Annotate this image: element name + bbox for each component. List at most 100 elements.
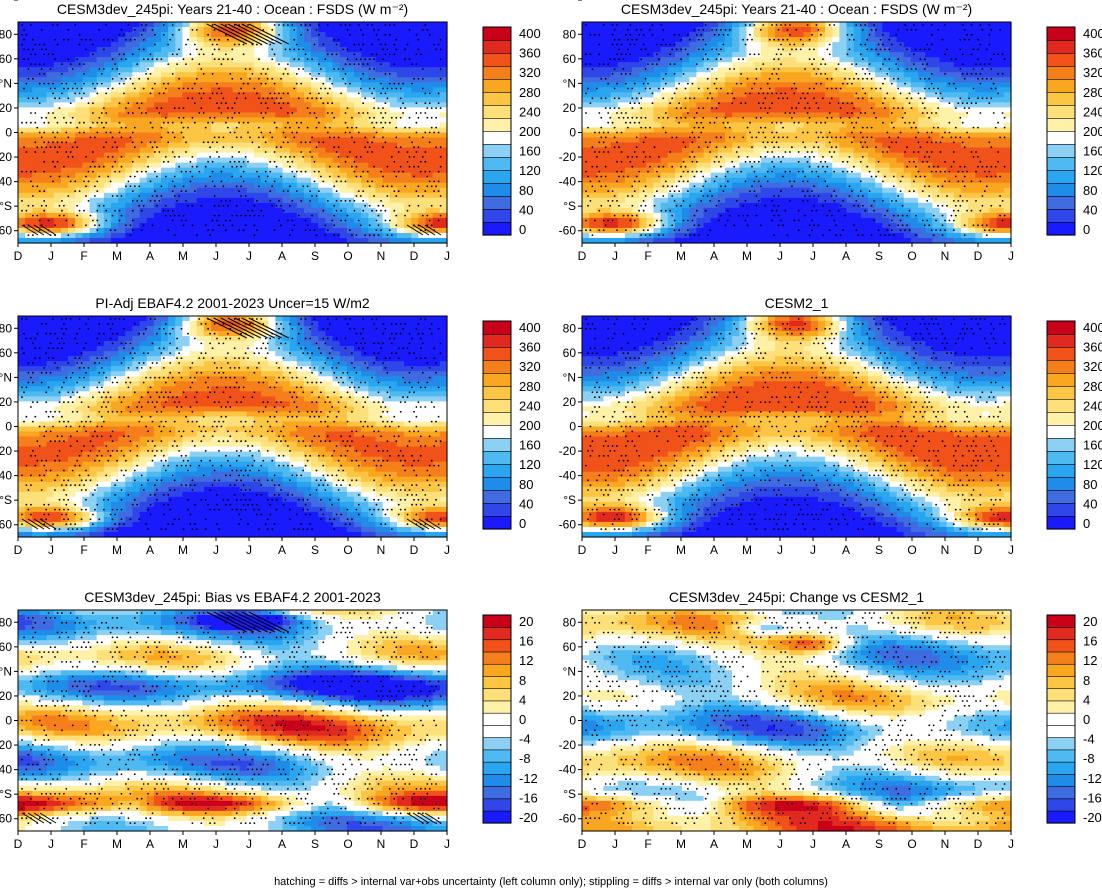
stipple-dot — [373, 136, 375, 139]
stipple-dot — [209, 234, 212, 237]
stipple-dot — [63, 87, 65, 90]
heatmap-cell — [404, 92, 412, 98]
heatmap-cell — [296, 172, 305, 179]
stipple-dot — [83, 82, 85, 85]
heatmap-cell — [439, 152, 448, 159]
y-tick-label: 0 — [5, 126, 12, 140]
heatmap-cell — [703, 127, 712, 134]
heatmap-cell — [674, 182, 683, 189]
stipple-dot — [71, 156, 74, 158]
heatmap-cell — [610, 167, 619, 174]
heatmap-cell — [239, 107, 248, 114]
heatmap-cell — [232, 37, 241, 43]
heatmap-cell — [110, 132, 119, 139]
heatmap-cell — [39, 157, 48, 164]
heatmap-cell — [196, 22, 205, 28]
heatmap-cell — [624, 102, 633, 108]
heatmap-cell — [396, 62, 405, 68]
heatmap-cell — [46, 152, 55, 159]
heatmap-cell — [674, 47, 683, 53]
heatmap-cell — [596, 82, 605, 88]
heatmap-cell — [603, 92, 612, 98]
heatmap-cell — [389, 172, 398, 179]
heatmap-cell — [225, 217, 234, 224]
heatmap-cell — [125, 92, 133, 98]
stipple-dot — [164, 156, 167, 158]
heatmap-cell — [368, 62, 377, 68]
heatmap-cell — [68, 142, 76, 149]
heatmap-cell — [696, 52, 705, 58]
heatmap-cell — [175, 77, 184, 83]
stipple-dot — [45, 48, 48, 51]
stipple-dot — [65, 82, 68, 85]
heatmap-cell — [60, 132, 69, 139]
stipple-dot — [304, 24, 307, 26]
heatmap-cell — [368, 187, 377, 194]
heatmap-cell — [311, 207, 319, 214]
stipple-dot — [349, 131, 351, 134]
heatmap-cell — [717, 142, 726, 149]
stipple-dot — [371, 180, 373, 183]
heatmap-cell — [696, 67, 705, 73]
heatmap-cell — [211, 122, 219, 129]
heatmap-cell — [325, 147, 334, 154]
heatmap-cell — [246, 122, 255, 129]
heatmap-cell — [46, 62, 55, 68]
stipple-dot — [52, 160, 54, 163]
stipple-dot — [362, 43, 365, 46]
stipple-dot — [384, 209, 387, 212]
panel-1: CESM3dev_245pi: Years 21-40 : Ocean : FS… — [0, 0, 541, 263]
heatmap-cell — [389, 142, 398, 149]
heatmap-cell — [439, 47, 448, 53]
stipple-dot — [287, 24, 289, 26]
heatmap-cell — [225, 157, 234, 164]
stipple-dot — [258, 175, 260, 178]
heatmap-cell — [589, 72, 597, 78]
stipple-dot — [364, 204, 367, 207]
heatmap-cell — [646, 52, 655, 58]
heatmap-cell — [153, 182, 162, 189]
heatmap-cell — [125, 77, 133, 83]
heatmap-cell — [218, 77, 226, 83]
stipple-dot — [94, 87, 96, 90]
heatmap-cell — [689, 147, 697, 154]
stipple-dot — [140, 209, 143, 212]
heatmap-cell — [268, 77, 276, 83]
stipple-dot — [38, 82, 41, 85]
heatmap-cell — [261, 112, 269, 119]
heatmap-cell — [696, 102, 705, 108]
heatmap-cell — [275, 212, 284, 219]
stipple-dot — [235, 185, 238, 188]
heatmap-cell — [218, 147, 226, 154]
heatmap-cell — [411, 82, 419, 88]
heatmap-cell — [589, 192, 597, 199]
heatmap-cell — [639, 97, 647, 103]
stipple-dot — [293, 58, 296, 61]
heatmap-cell — [246, 142, 255, 149]
stipple-dot — [258, 214, 260, 217]
stipple-dot — [368, 204, 371, 207]
heatmap-cell — [39, 112, 48, 119]
heatmap-cell — [332, 117, 341, 124]
heatmap-cell — [196, 77, 205, 83]
stipple-dot — [437, 92, 440, 95]
colorbar-swatch — [482, 26, 512, 41]
stipple-dot — [89, 38, 92, 41]
stipple-dot — [415, 53, 418, 56]
stipple-dot — [158, 112, 161, 114]
heatmap-cell — [582, 42, 590, 48]
heatmap-cell — [25, 117, 33, 124]
heatmap-cell — [610, 32, 619, 38]
heatmap-cell — [596, 187, 605, 194]
heatmap-cell — [268, 72, 276, 78]
heatmap-cell — [382, 217, 391, 224]
heatmap-cell — [118, 137, 126, 144]
stipple-dot — [388, 33, 391, 36]
stipple-dot — [87, 170, 90, 173]
heatmap-cell — [203, 237, 212, 244]
heatmap-cell — [32, 132, 41, 139]
heatmap-cell — [368, 37, 377, 43]
stipple-dot — [38, 229, 41, 232]
stipple-dot — [395, 146, 398, 149]
